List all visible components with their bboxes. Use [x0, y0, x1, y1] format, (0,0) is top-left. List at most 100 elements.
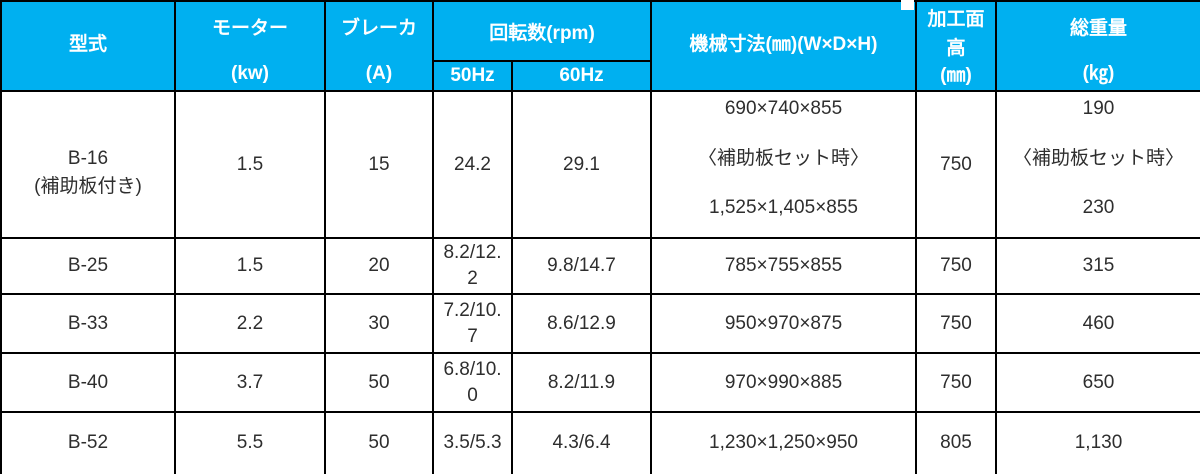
header-weight: 総重量 (㎏) [995, 0, 1200, 92]
cell-work-height: 750 [915, 293, 997, 354]
table-row: B-16 (補助板付き) 1.5 15 24.2 29.1 690×740×85… [0, 90, 1200, 239]
breaker-value: 20 [368, 255, 390, 276]
cell-weight: 650 [995, 352, 1200, 413]
header-row: 型式 モーター (kw) ブレーカ (A) 回転数(rpm) [0, 0, 1200, 92]
cell-model: B-52 [0, 411, 176, 474]
header-rpm-50hz: 50Hz [432, 60, 513, 92]
rpm-50hz-value: 6.8/10.0 [443, 358, 502, 406]
cell-dimensions: 1,230×1,250×950 [650, 411, 917, 474]
work-height-value: 750 [940, 255, 972, 276]
cell-model: B-16 (補助板付き) [0, 90, 176, 239]
table-row: B-25 1.5 20 8.2/12.2 9.8/14.7 785×755×85… [0, 237, 1200, 295]
header-rpm-60hz: 60Hz [511, 60, 652, 92]
cell-work-height: 750 [915, 237, 997, 295]
cell-breaker: 50 [324, 411, 434, 474]
dimensions-line: 690×740×855 [724, 98, 843, 119]
motor-value: 1.5 [236, 153, 264, 175]
weight-value: 1,130 [1074, 432, 1123, 454]
motor-value: 5.5 [236, 432, 264, 454]
dimensions-line: 〈補助板セット時〉 [697, 147, 869, 169]
header-weight-unit: (㎏) [1082, 63, 1115, 84]
cell-dimensions: 950×970×875 [650, 293, 917, 354]
dimensions-line: 1,525×1,405×855 [709, 197, 858, 218]
work-height-value: 750 [940, 312, 972, 334]
rpm-60hz-value: 29.1 [563, 153, 600, 175]
weight-value: 650 [1082, 371, 1115, 393]
work-height-value: 750 [940, 153, 972, 175]
cell-motor: 2.2 [174, 293, 326, 354]
breaker-value: 50 [368, 371, 390, 393]
cell-model: B-25 [0, 237, 176, 295]
cell-rpm-60hz: 9.8/14.7 [511, 237, 652, 295]
breaker-value: 50 [368, 432, 390, 454]
weight-line: 230 [1082, 197, 1115, 218]
header-rpm: 回転数(rpm) [432, 0, 652, 62]
rpm-60hz-value: 8.6/12.9 [547, 312, 616, 334]
header-breaker-unit: (A) [365, 63, 393, 84]
cell-weight: 190 〈補助板セット時〉 230 [995, 90, 1200, 239]
weight-value: 315 [1082, 255, 1115, 276]
cell-rpm-50hz: 7.2/10.7 [432, 293, 513, 354]
cell-dimensions: 970×990×885 [650, 352, 917, 413]
cell-weight: 1,130 [995, 411, 1200, 474]
cell-breaker: 20 [324, 237, 434, 295]
breaker-value: 15 [368, 153, 390, 175]
motor-value: 3.7 [236, 371, 264, 393]
cell-motor: 3.7 [174, 352, 326, 413]
work-height-value: 805 [940, 432, 972, 454]
work-height-value: 750 [940, 371, 972, 393]
cell-breaker: 30 [324, 293, 434, 354]
header-motor-label: モーター [211, 18, 288, 39]
header-motor-unit: (kw) [231, 63, 269, 84]
cell-dimensions: 690×740×855 〈補助板セット時〉 1,525×1,405×855 [650, 90, 917, 239]
header-work-height-unit: (㎜) [940, 65, 972, 86]
cell-weight: 315 [995, 237, 1200, 295]
cell-rpm-50hz: 3.5/5.3 [432, 411, 513, 474]
rpm-60hz-value: 4.3/6.4 [552, 432, 611, 454]
rpm-50hz-value: 8.2/12.2 [443, 242, 502, 289]
weight-value: 460 [1082, 312, 1115, 334]
cell-work-height: 805 [915, 411, 997, 474]
model-value: B-33 [67, 312, 109, 334]
dimensions-value: 1,230×1,250×950 [709, 432, 858, 454]
header-rpm-label: 回転数(rpm) [489, 22, 595, 44]
header-dimensions: 機械寸法(㎜)(W×D×H) [650, 0, 917, 92]
cell-rpm-50hz: 6.8/10.0 [432, 352, 513, 413]
rpm-60hz-value: 8.2/11.9 [547, 371, 616, 393]
rpm-50hz-value: 24.2 [454, 153, 491, 175]
model-value: B-16 [67, 147, 109, 169]
breaker-value: 30 [368, 312, 390, 334]
header-work-height-label: 加工面高 [927, 9, 985, 59]
model-value: B-40 [67, 371, 109, 393]
cell-rpm-50hz: 8.2/12.2 [432, 237, 513, 295]
rpm-50hz-value: 3.5/5.3 [443, 432, 502, 454]
header-rpm-60hz-label: 60Hz [559, 65, 604, 86]
cell-motor: 1.5 [174, 237, 326, 295]
cell-rpm-60hz: 8.6/12.9 [511, 293, 652, 354]
rpm-60hz-value: 9.8/14.7 [547, 255, 616, 276]
header-dimensions-label: 機械寸法(㎜)(W×D×H) [689, 33, 878, 55]
cell-rpm-60hz: 4.3/6.4 [511, 411, 652, 474]
cell-model: B-33 [0, 293, 176, 354]
header-model: 型式 [0, 0, 176, 92]
dimensions-value: 970×990×885 [724, 371, 843, 393]
motor-value: 1.5 [236, 255, 264, 276]
dimensions-value: 785×755×855 [724, 255, 843, 276]
cell-breaker: 50 [324, 352, 434, 413]
header-weight-label: 総重量 [1069, 18, 1127, 39]
header-motor: モーター (kw) [174, 0, 326, 92]
cell-motor: 1.5 [174, 90, 326, 239]
cell-weight: 460 [995, 293, 1200, 354]
weight-line: 190 [1082, 98, 1115, 119]
header-work-height: 加工面高 (㎜) [915, 0, 997, 92]
cell-model: B-40 [0, 352, 176, 413]
cell-motor: 5.5 [174, 411, 326, 474]
weight-line: 〈補助板セット時〉 [1012, 147, 1184, 169]
cell-dimensions: 785×755×855 [650, 237, 917, 295]
model-note: (補助板付き) [34, 175, 142, 197]
white-notch-artifact [901, 0, 914, 10]
header-breaker: ブレーカ (A) [324, 0, 434, 92]
model-value: B-52 [67, 432, 109, 454]
